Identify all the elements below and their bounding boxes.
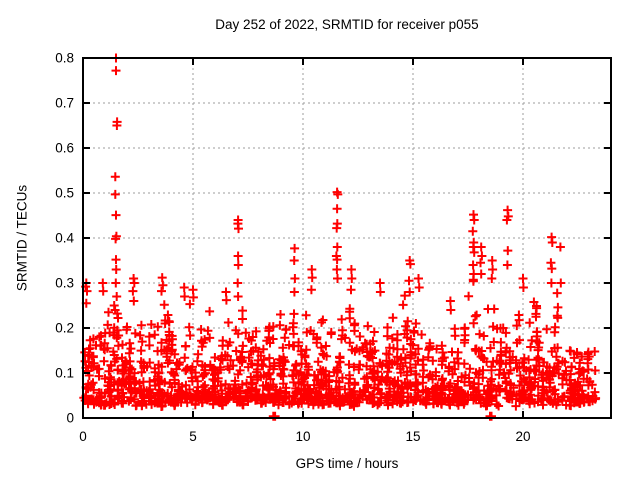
x-tick-label: 10 (295, 429, 310, 444)
y-tick-label: 0.3 (55, 276, 74, 291)
y-tick-label: 0.8 (55, 51, 74, 66)
x-tick-label: 0 (79, 429, 87, 444)
y-tick-label: 0.7 (55, 96, 74, 111)
y-tick-label: 0.1 (55, 366, 74, 381)
grid-lines (83, 58, 611, 418)
y-tick-label: 0.6 (55, 141, 74, 156)
x-axis-label: GPS time / hours (295, 456, 399, 471)
x-tick-label: 20 (515, 429, 530, 444)
y-tick-label: 0.2 (55, 321, 74, 336)
y-tick-label: 0.5 (55, 186, 74, 201)
y-tick-label: 0 (66, 411, 74, 426)
y-tick-label: 0.4 (55, 231, 74, 246)
x-tick-label: 5 (189, 429, 197, 444)
axis-ticks (82, 57, 611, 419)
scatter-points (79, 53, 601, 421)
chart-title: Day 252 of 2022, SRMTID for receiver p05… (215, 17, 479, 32)
y-axis-label: SRMTID / TECUs (14, 184, 30, 292)
x-tick-label: 15 (405, 429, 420, 444)
